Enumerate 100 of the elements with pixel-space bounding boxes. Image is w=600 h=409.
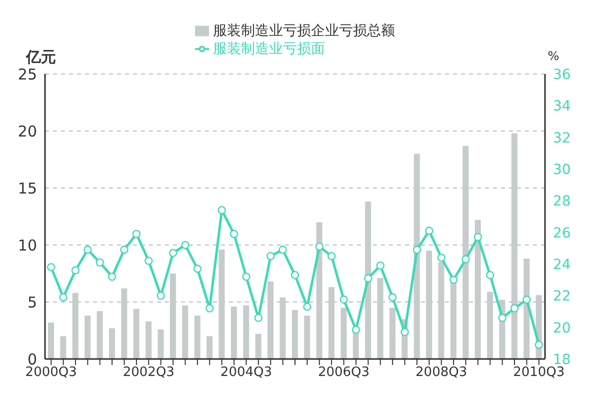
- bar: [340, 308, 347, 359]
- bar: [511, 133, 518, 359]
- bar: [280, 297, 286, 359]
- y2-tick-label: 18: [553, 352, 571, 368]
- bar: [84, 316, 91, 359]
- bar: [194, 316, 200, 359]
- bar: [292, 310, 298, 359]
- point: [96, 258, 104, 267]
- bar: [462, 146, 469, 359]
- bar: [474, 220, 481, 359]
- point: [59, 293, 68, 302]
- point: [534, 340, 543, 349]
- x-tick-label: 2008Q3: [416, 365, 468, 380]
- point: [315, 242, 324, 251]
- bar: [72, 292, 78, 359]
- bar: [218, 250, 225, 359]
- y2-tick-label: 32: [553, 130, 571, 146]
- y2-tick-label: 26: [553, 225, 571, 242]
- y-tick-label: 10: [18, 236, 37, 254]
- point: [181, 240, 190, 250]
- bar: [60, 336, 66, 359]
- legend-label: 服装制造业亏损企业亏损总额: [213, 23, 395, 39]
- point: [156, 292, 165, 300]
- bar: [96, 311, 103, 359]
- bar: [230, 306, 237, 359]
- bar: [426, 250, 432, 359]
- y-tick-label: 25: [18, 65, 37, 84]
- y-axis-title: 亿元: [25, 48, 56, 66]
- bar: [108, 328, 115, 359]
- bar: [268, 281, 274, 359]
- bar: [438, 262, 444, 359]
- point: [84, 246, 92, 254]
- point: [144, 256, 153, 265]
- bar: [243, 305, 250, 359]
- bar: [133, 308, 140, 359]
- point: [522, 296, 531, 304]
- bar: [170, 274, 176, 359]
- point: [364, 274, 372, 282]
- y-tick-label: 5: [27, 293, 37, 312]
- point: [290, 270, 300, 280]
- bar: [414, 154, 420, 359]
- point: [498, 314, 506, 322]
- bar: [365, 202, 372, 359]
- point: [132, 230, 141, 238]
- point: [230, 230, 238, 238]
- point: [218, 206, 226, 214]
- point: [327, 252, 336, 260]
- point: [242, 272, 250, 281]
- x-tick-label: 2010Q3: [513, 365, 565, 380]
- legend-label: 服装制造业亏损面: [213, 41, 325, 57]
- bar: [255, 334, 262, 359]
- bar: [487, 292, 494, 359]
- bar: [146, 321, 152, 359]
- point: [486, 270, 494, 280]
- point: [437, 254, 446, 262]
- y2-tick-label: 20: [553, 320, 571, 336]
- point: [352, 326, 360, 334]
- point: [303, 302, 312, 311]
- x-tick-label: 2002Q3: [122, 365, 174, 380]
- point: [474, 232, 482, 242]
- point: [254, 314, 263, 322]
- y-tick-label: 20: [18, 122, 37, 140]
- point: [449, 276, 458, 284]
- x-tick-label: 2000Q3: [25, 365, 77, 380]
- point: [340, 296, 348, 304]
- bar: [121, 288, 128, 359]
- bar: [48, 322, 54, 359]
- y2-tick-label: 22: [553, 288, 571, 305]
- point: [400, 328, 409, 336]
- bar: [304, 316, 310, 359]
- y2-tick-label: 34: [553, 98, 571, 115]
- point: [388, 293, 397, 302]
- bar: [389, 308, 396, 359]
- point: [462, 255, 470, 264]
- point: [206, 304, 214, 312]
- point: [71, 266, 80, 274]
- bar: [328, 287, 334, 359]
- y2-axis-title: %: [548, 49, 560, 63]
- point: [108, 272, 116, 281]
- point: [193, 264, 202, 273]
- y-tick-label: 15: [18, 179, 37, 198]
- point: [412, 246, 422, 254]
- x-tick-label: 2006Q3: [318, 365, 370, 380]
- bar: [182, 305, 188, 359]
- bar: [206, 336, 213, 359]
- point: [168, 248, 178, 258]
- point: [510, 304, 519, 312]
- point: [278, 246, 287, 254]
- x-tick-label: 2004Q3: [220, 365, 272, 380]
- y2-tick-label: 24: [553, 256, 571, 273]
- y2-tick-label: 36: [553, 66, 571, 83]
- point: [120, 246, 128, 254]
- bar: [316, 222, 322, 359]
- bar: [158, 329, 164, 359]
- point: [376, 261, 384, 270]
- point: [266, 252, 275, 260]
- bar: [377, 278, 384, 359]
- y2-tick-label: 30: [553, 162, 571, 178]
- point: [425, 226, 434, 235]
- point: [47, 263, 56, 272]
